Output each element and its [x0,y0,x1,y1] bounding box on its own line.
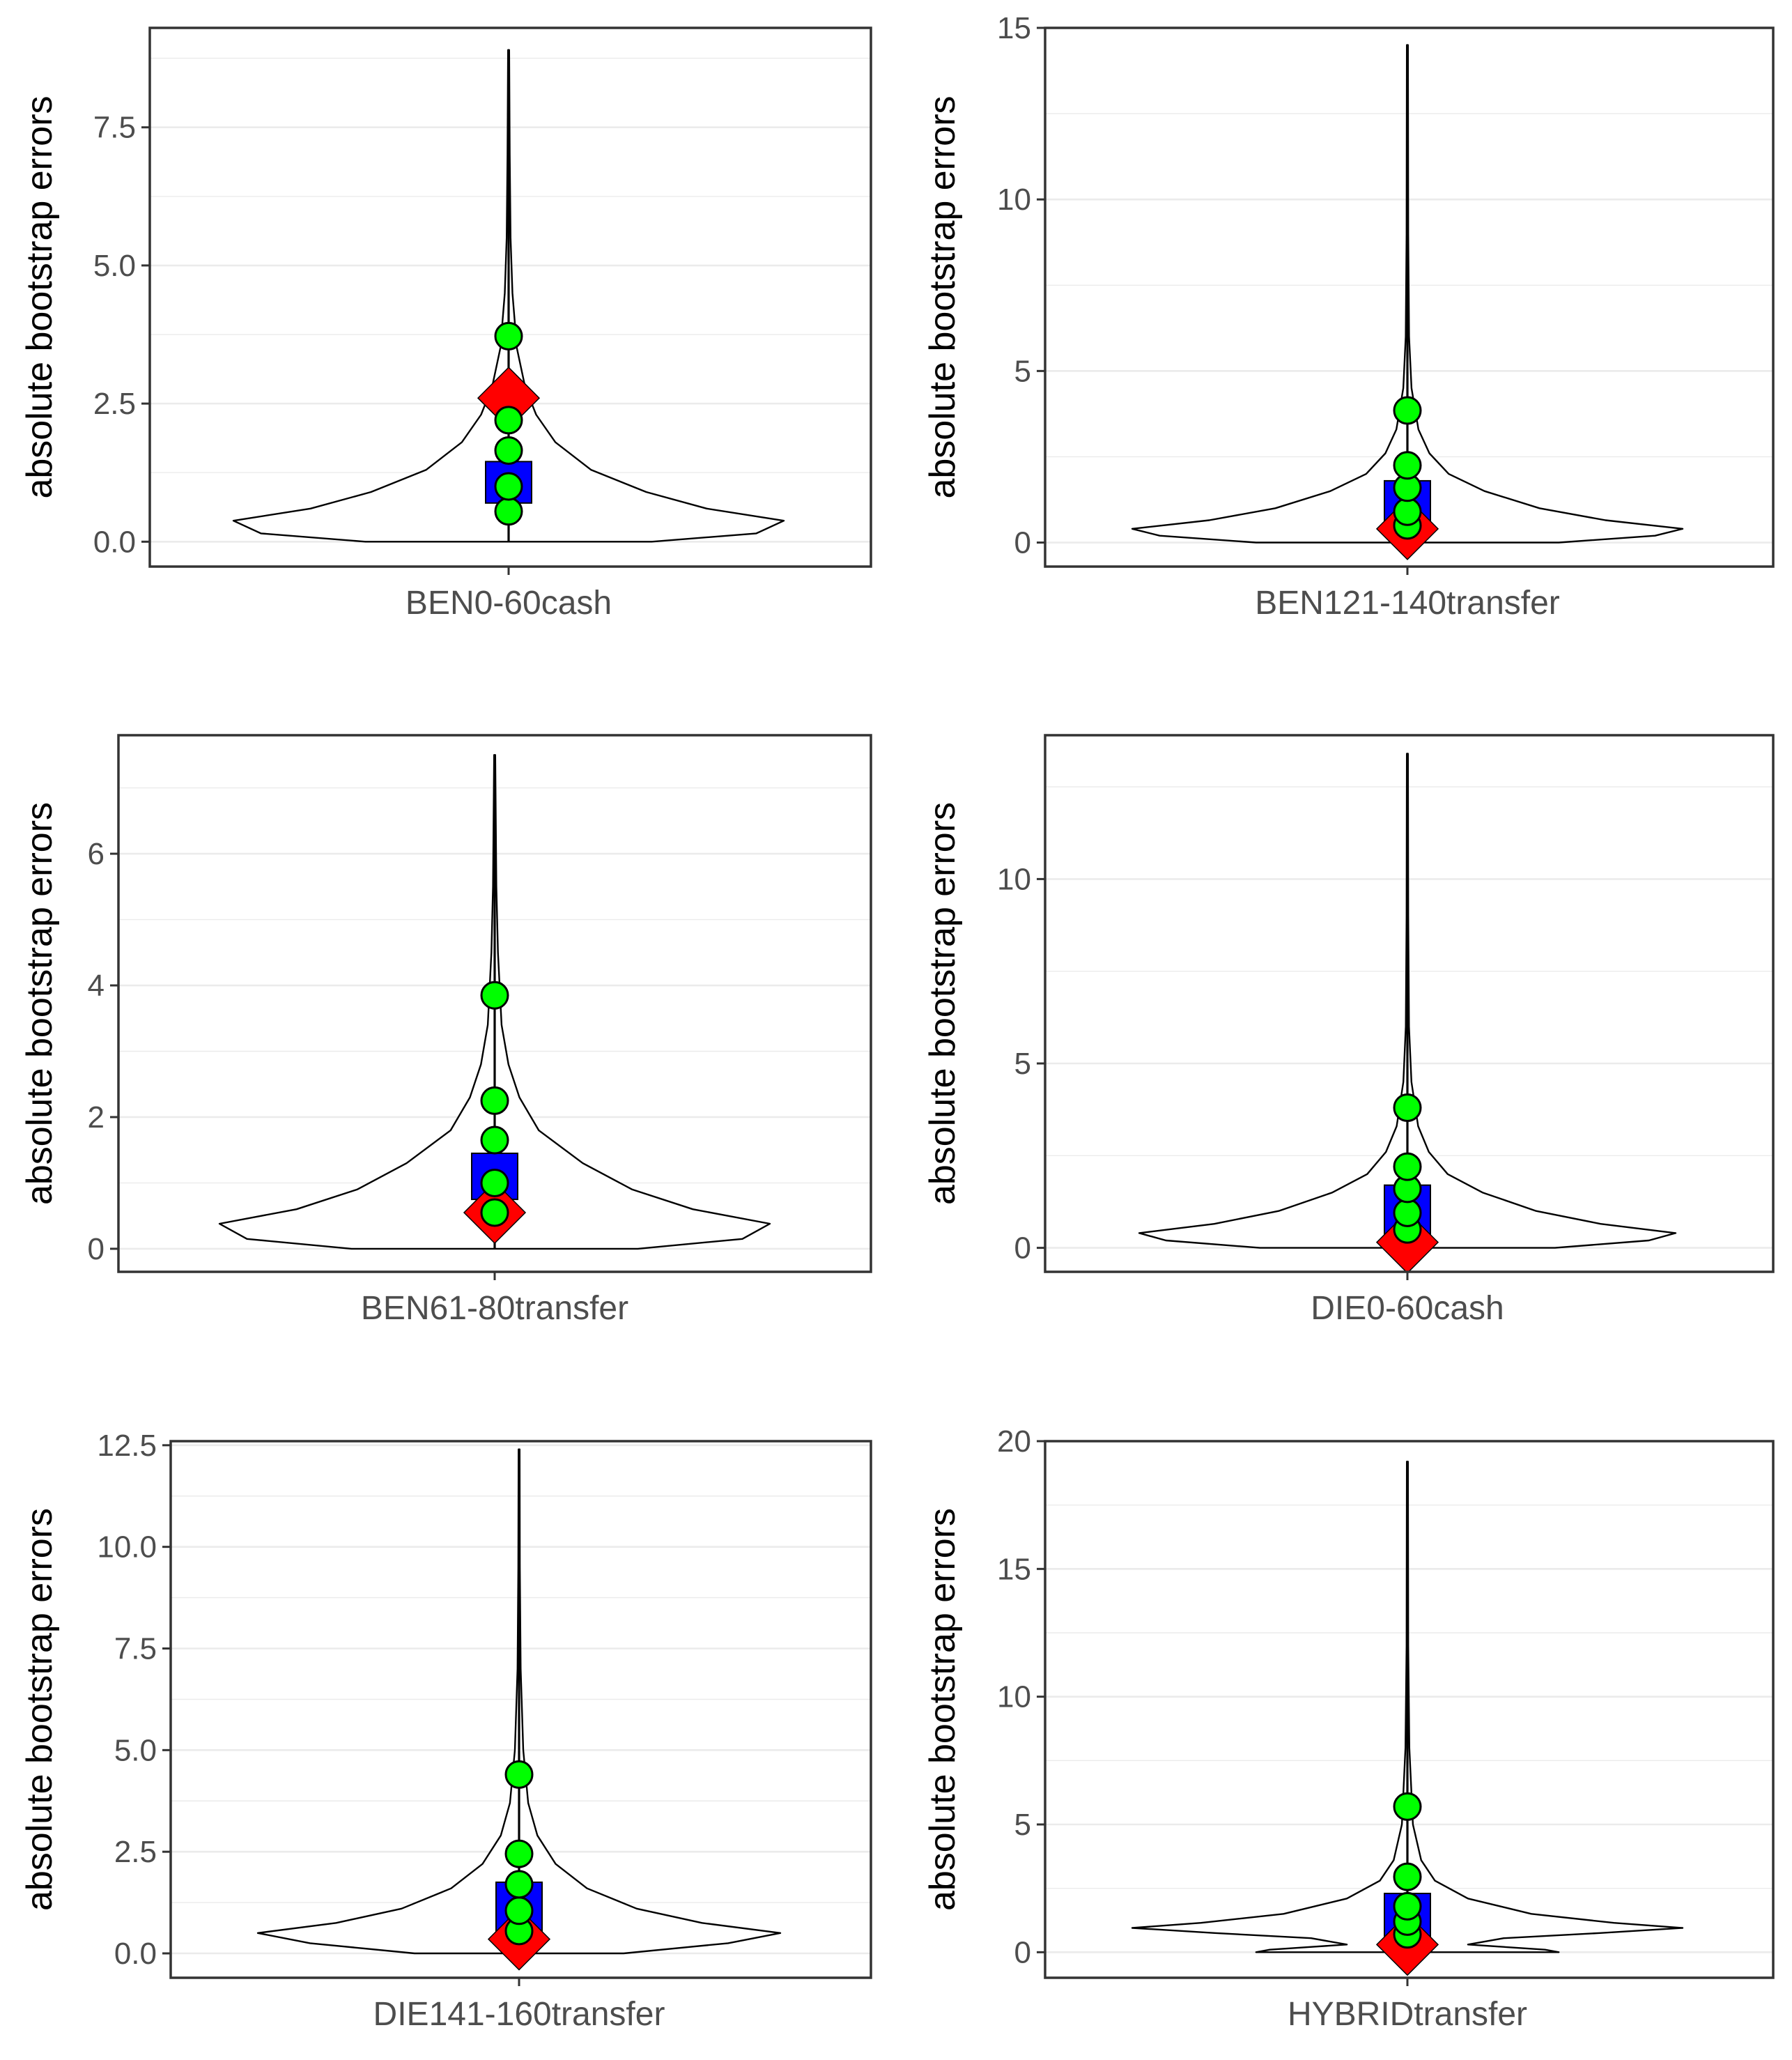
y-tick-label: 0 [1014,1231,1031,1266]
panel-border [169,1440,872,1979]
data-point [494,321,523,351]
y-tick-label: 2.5 [114,1835,157,1869]
panel-2: 0 5 10 15 BEN121-140transfer absolute bootstr… [922,11,1775,622]
x-category-label: DIE141-160transfer [373,1996,665,2033]
y-tick-label: 0 [88,1232,105,1266]
y-axis-title: absolute bootstrap errors [20,802,60,1205]
data-point [480,981,509,1010]
y-tick-label: 5 [1014,1047,1031,1081]
data-point [1393,1862,1422,1891]
y-tick-label: 5.0 [93,249,136,283]
data-point [480,1086,509,1115]
y-tick-label: 15 [997,1552,1031,1586]
x-category-label: HYBRIDtransfer [1288,1996,1527,2033]
data-point [504,1896,534,1926]
data-point [1393,1792,1422,1821]
data-point [494,406,523,435]
y-tick-label: 5.0 [114,1733,157,1767]
panel-4: 0 5 10 DIE0-60cash absolute bootstrap errors [922,734,1775,1327]
y-tick-label: 0.0 [93,525,136,559]
y-tick-label: 20 [997,1424,1031,1459]
panel-5: 0.0 2.5 5.0 7.5 10.0 12.5 DIE141-160transfer ab… [20,1429,872,2033]
y-tick-label: 12.5 [97,1429,157,1463]
panel-border [1044,1440,1775,1979]
data-point [1393,451,1422,480]
data-point [1393,1152,1422,1181]
data-point [480,1168,509,1197]
x-category-label: DIE0-60cash [1311,1290,1504,1327]
y-tick-label: 4 [88,969,105,1003]
y-tick-label: 6 [88,837,105,871]
y-tick-label: 0 [1014,1935,1031,1969]
panel-1: 0.0 2.5 5.0 7.5 BEN0-60cash absolute bootstra… [20,26,872,622]
y-tick-label: 7.5 [114,1632,157,1666]
y-axis-title: absolute bootstrap errors [20,95,60,498]
data-point [1393,1891,1422,1921]
y-tick-label: 10 [997,862,1031,896]
y-axis-title: absolute bootstrap errors [922,95,963,498]
panel-6: 0 5 10 15 20 HYBRIDtransfer absolute bootstrap… [922,1424,1775,2033]
y-tick-label: 10 [997,1680,1031,1714]
data-point [494,497,523,526]
data-point [480,1198,509,1227]
panel-border [1044,734,1775,1273]
y-tick-label: 10.0 [97,1530,157,1565]
x-category-label: BEN121-140transfer [1255,585,1560,622]
y-tick-label: 10 [997,183,1031,217]
y-tick-label: 0 [1014,526,1031,560]
data-point [1393,1198,1422,1227]
panel-border [1044,26,1775,568]
data-point [480,1125,509,1155]
y-tick-label: 7.5 [93,111,136,145]
data-point [504,1760,534,1789]
y-tick-label: 0.0 [114,1937,157,1971]
y-tick-label: 2.5 [93,387,136,421]
data-point [1393,396,1422,425]
panel-3: 0 2 4 6 BEN61-80transfer absolute bootstrap e… [20,734,872,1327]
data-point [504,1839,534,1868]
x-category-label: BEN61-80transfer [361,1290,628,1327]
x-category-label: BEN0-60cash [405,585,612,622]
data-point [504,1870,534,1899]
y-tick-label: 5 [1014,354,1031,388]
y-tick-label: 5 [1014,1808,1031,1842]
y-tick-label: 15 [997,11,1031,45]
y-axis-title: absolute bootstrap errors [922,802,963,1205]
data-point [1393,1093,1422,1123]
panel-border [148,26,872,568]
data-point [494,436,523,466]
y-axis-title: absolute bootstrap errors [20,1508,60,1911]
y-tick-label: 2 [88,1100,105,1135]
data-point [1393,497,1422,526]
data-point [494,472,523,501]
y-axis-title: absolute bootstrap errors [922,1508,963,1911]
